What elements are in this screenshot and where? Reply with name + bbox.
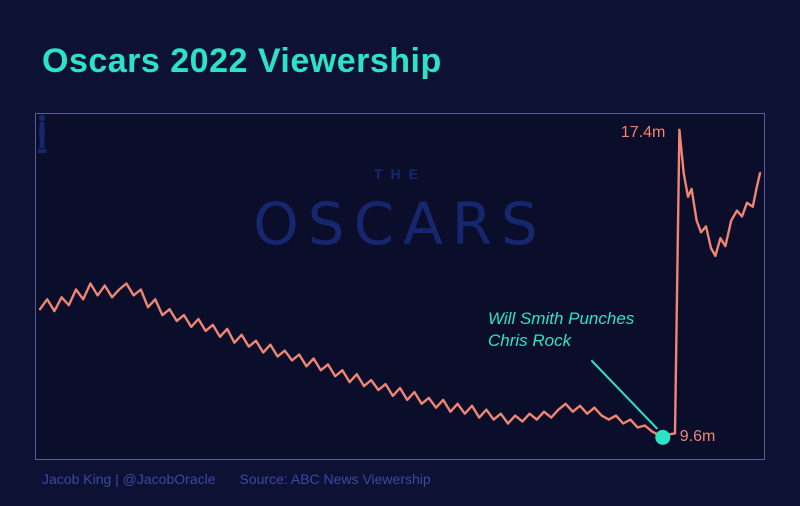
- footer: Jacob King | @JacobOracle Source: ABC Ne…: [42, 471, 431, 487]
- annotation-line-2: Chris Rock: [488, 331, 572, 351]
- chart-panel: THE OSCARS Will Smith Punches Chris Rock…: [35, 113, 765, 460]
- annotation-pointer-line: [591, 360, 658, 430]
- annotation-line-1: Will Smith Punches: [488, 309, 635, 328]
- low-point-marker: [655, 429, 671, 445]
- viewership-chart: [38, 128, 762, 445]
- low-value-label: 9.6m: [679, 428, 716, 446]
- page-title: Oscars 2022 Viewership: [42, 42, 442, 80]
- annotation-text: Will Smith Punches Chris Rock: [488, 308, 634, 353]
- peak-value-label: 17.4m: [620, 123, 666, 141]
- footer-source: Source: ABC News Viewership: [239, 471, 431, 487]
- viewership-line: [38, 128, 762, 439]
- footer-credit: Jacob King | @JacobOracle: [42, 471, 216, 487]
